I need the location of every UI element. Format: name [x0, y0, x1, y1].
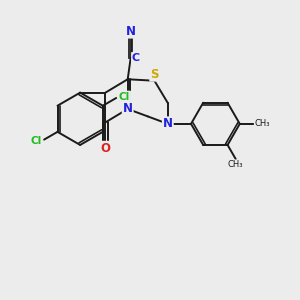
Text: N: N — [126, 25, 136, 38]
Text: C: C — [132, 53, 140, 63]
Text: Cl: Cl — [119, 92, 130, 101]
Text: Cl: Cl — [30, 136, 41, 146]
Text: N: N — [123, 103, 133, 116]
Text: S: S — [150, 68, 159, 81]
Text: O: O — [100, 142, 110, 155]
Text: CH₃: CH₃ — [228, 160, 244, 169]
Text: N: N — [163, 117, 173, 130]
Text: CH₃: CH₃ — [254, 119, 270, 128]
